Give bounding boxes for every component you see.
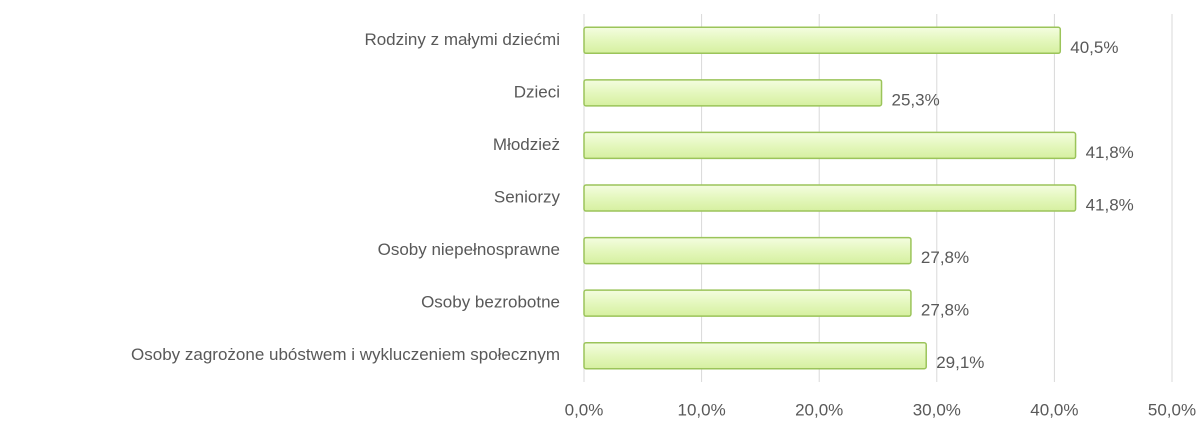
y-tick-label: Rodziny z małymi dziećmi [364,30,560,49]
bar [583,341,927,370]
bar [583,26,1062,55]
bar [583,131,1077,160]
data-label: 40,5% [1070,38,1118,57]
data-label: 41,8% [1086,143,1134,162]
data-label: 29,1% [936,353,984,372]
bar [583,79,883,107]
x-tick-label: 50,0% [1148,400,1196,419]
x-tick-label: 20,0% [795,400,843,419]
bar [583,184,1077,212]
x-tick-label: 0,0% [565,400,604,419]
y-tick-label: Osoby niepełnosprawne [378,240,560,259]
y-tick-label: Osoby bezrobotne [421,293,560,312]
y-tick-label: Młodzież [493,135,560,154]
data-label: 27,8% [921,301,969,320]
data-label: 27,8% [921,248,969,267]
bar [583,236,912,265]
x-tick-label: 10,0% [677,400,725,419]
y-tick-label: Seniorzy [494,187,561,206]
y-tick-label: Dzieci [514,82,560,101]
data-label: 41,8% [1086,195,1134,214]
y-tick-label: Osoby zagrożone ubóstwem i wykluczeniem … [131,345,560,364]
x-tick-label: 30,0% [913,400,961,419]
data-label: 25,3% [892,90,940,109]
x-tick-label: 40,0% [1030,400,1078,419]
bar [583,289,912,317]
